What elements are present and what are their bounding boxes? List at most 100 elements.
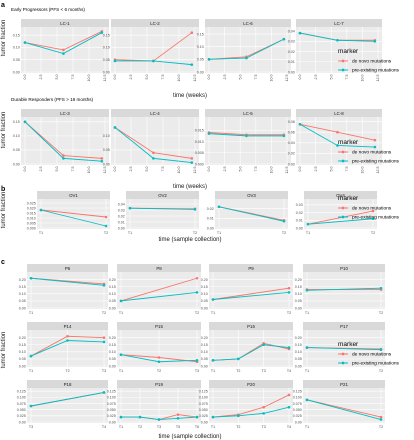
chart-3-panel-1-ytick-3: 0.15	[109, 285, 116, 289]
chart-3-panel-6-ytick-1: 0.05	[201, 357, 208, 361]
chart-4-panel-3-ytick-0: 0.00	[295, 420, 302, 424]
chart-1-panel-1-xtick-4: 10.0	[177, 167, 181, 174]
chart-1-panel-0-xtick-5: 12.5	[103, 167, 107, 174]
legend-3-label-0: de novo mutations	[352, 352, 392, 358]
chart-2-panel-2-xtick-1: T2	[282, 231, 286, 235]
chart-4-panel-0-plot-bg	[27, 388, 108, 423]
chart-1-ylabel: tumor fraction	[1, 112, 7, 149]
chart-4-panel-0-ytick-3: 0.075	[17, 402, 26, 406]
chart-2-panel-3-ytick-2: 0.02	[296, 211, 303, 215]
chart-4-panel-1-xtick-2: T3	[157, 425, 161, 429]
chart-2-panel-3-series-1-point-1	[371, 217, 375, 221]
chart-1-panel-2-xtick-1: 2.5	[223, 167, 227, 172]
chart-0-panel-0-xtick-4: 10.0	[87, 75, 91, 82]
chart-4-panel-0-ytick-4: 0.100	[17, 396, 26, 400]
chart-3-panel-6-series-1-point-3	[287, 346, 291, 349]
chart-1-panel-3-ytick-3: 0.06	[288, 131, 295, 135]
legends-layer: marker de novo mutations pre-existing muta…	[338, 48, 400, 367]
chart-2-panel-2-ytick-0: 0.00	[207, 226, 214, 230]
chart-0-panel-3-ytick-1: 0.01	[288, 60, 295, 64]
chart-3-panel-1-strip-label: P8	[156, 266, 162, 271]
chart-4-panel-2-ytick-4: 0.100	[199, 396, 208, 400]
chart-3-panel-3-series-1-point-1	[379, 286, 383, 290]
chart-3-panel-1-plot-bg	[117, 272, 201, 309]
chart-2-panel-3-series-1-line	[307, 218, 374, 225]
chart-1-panel-3-xtick-0: 0.0	[298, 167, 302, 172]
legend-2-label-0: de novo mutations	[352, 206, 392, 212]
chart-0-panel-1-xtick-2: 5.0	[145, 75, 149, 80]
legend-1-dot-1	[341, 159, 345, 163]
chart-3-panel-6-plot-bg	[209, 330, 293, 367]
chart-0-panel-0-xtick-1: 2.5	[39, 75, 43, 80]
chart-1-panel-3-ytick-1: 0.02	[288, 152, 295, 156]
chart-4-panel-1-strip-label: P19	[155, 382, 163, 387]
chart-1-panel-2-xtick-2: 5.0	[238, 167, 242, 172]
chart-3-panel-4-series-1-point-0	[29, 354, 33, 358]
chart-4-panel-1-ytick-4: 0.100	[107, 396, 116, 400]
chart-2-panel-3-strip	[304, 191, 377, 199]
chart-1-panel-1-xtick-3: 7.5	[161, 167, 165, 172]
chart-0-panel-2-ytick-3: 0.15	[197, 32, 204, 36]
chart-0-panel-0-ytick-3: 0.15	[13, 33, 20, 37]
chart-3-panel-5-ytick-2: 0.10	[109, 350, 116, 354]
chart-1-panel-1-ytick-0: 0.00	[103, 162, 110, 166]
chart-1-panel-0-series-1-point-2	[100, 159, 104, 163]
chart-1-panel-3-ytick-4: 0.08	[288, 120, 295, 124]
chart-4-panel-2-ytick-1: 0.025	[199, 414, 208, 418]
chart-3-panel-2-xtick-0: T1	[211, 311, 215, 315]
chart-4-panel-0-strip	[27, 380, 108, 388]
chart-3-panel-7-ytick-2: 0.10	[295, 350, 302, 354]
chart-3-panel-1-series-0-point-1	[195, 276, 199, 280]
chart-3-panel-1-series-0-line	[120, 277, 198, 302]
chart-0-panel-3-xtick-0: 0.0	[298, 75, 302, 80]
chart-1-panel-0-series-0-point-1	[62, 154, 65, 157]
legend-2-title: marker	[338, 195, 359, 202]
legend-3-title: marker	[338, 341, 359, 348]
chart-3-panel-0-strip	[27, 264, 108, 272]
chart-2-panel-3-series-0-line	[307, 210, 374, 225]
chart-0-panel-1-series-1-point-2	[190, 63, 194, 66]
chart-3-panel-2-xtick-1: T2	[287, 311, 291, 315]
chart-3-panel-4-ytick-0: 0.00	[19, 364, 26, 368]
chart-2-panel-3-xtick-1: T2	[371, 231, 375, 235]
chart-3-panel-3-ytick-4: 0.20	[295, 278, 302, 282]
chart-2-panel-2-xtick-0: T1	[217, 231, 221, 235]
chart-3-panel-2-series-1-line	[212, 291, 290, 300]
chart-2-panel-2-ytick-1: 0.01	[207, 217, 214, 221]
chart-3-panel-5-series-1-point-0	[119, 353, 123, 356]
chart-1-xlabel: time (weeks)	[173, 184, 207, 190]
chart-2-panel-3-series-1-point-0	[306, 222, 310, 226]
chart-3-panel-5-strip	[117, 322, 201, 330]
chart-0-panel-3-xtick-4: 10.0	[361, 75, 365, 82]
chart-1-panel-2-strip	[205, 109, 291, 117]
chart-3-panel-6-xtick-0: T1	[211, 369, 215, 373]
chart-4-panel-2-series-1-point-1	[237, 414, 240, 418]
chart-4-panel-2-series-0-point-2	[262, 405, 265, 409]
chart-0-panel-1-strip-label: LC-2	[150, 21, 160, 26]
chart-0-panel-2-series-1-point-0	[207, 58, 211, 61]
chart-1-panel-3-xtick-4: 10.0	[361, 167, 365, 174]
chart-1-panel-0-ytick-2: 0.10	[13, 134, 20, 138]
chart-0-panel-2-xtick-3: 7.5	[254, 75, 258, 80]
chart-1-panel-2-strip-label: LC-5	[243, 111, 253, 116]
chart-1-panel-3-plot-bg	[296, 117, 382, 165]
chart-1-panel-1-xtick-0: 0.0	[113, 167, 117, 172]
chart-0-panel-0-xtick-0: 0.0	[23, 75, 27, 80]
chart-0-panel-3-xtick-2: 5.0	[329, 75, 333, 80]
chart-4-panel-2-xtick-3: T4	[287, 425, 291, 429]
legend-0-title: marker	[338, 48, 359, 55]
chart-2-panel-0-ytick-3: 0.015	[27, 211, 36, 215]
chart-1-panel-1-series-0-point-2	[190, 157, 194, 160]
chart-2-panel-0-xtick-1: T2	[104, 231, 108, 235]
chart-3-xlabel: time (sample collection)	[158, 434, 221, 440]
chart-3-panel-3-series-1-line	[306, 287, 382, 291]
chart-0-panel-3-xtick-3: 7.5	[345, 75, 349, 80]
chart-4-panel-1-xtick-0: T1	[119, 425, 123, 429]
chart-3-panel-1-ytick-0: 0.00	[109, 306, 116, 310]
chart-3-panel-0-ytick-3: 0.15	[19, 285, 26, 289]
legend-1-title: marker	[338, 139, 359, 146]
chart-0-panel-2-xtick-2: 5.0	[238, 75, 242, 80]
chart-0-panel-0-series-0-point-1	[62, 48, 65, 52]
chart-3-panel-1-ytick-1: 0.05	[109, 299, 116, 303]
